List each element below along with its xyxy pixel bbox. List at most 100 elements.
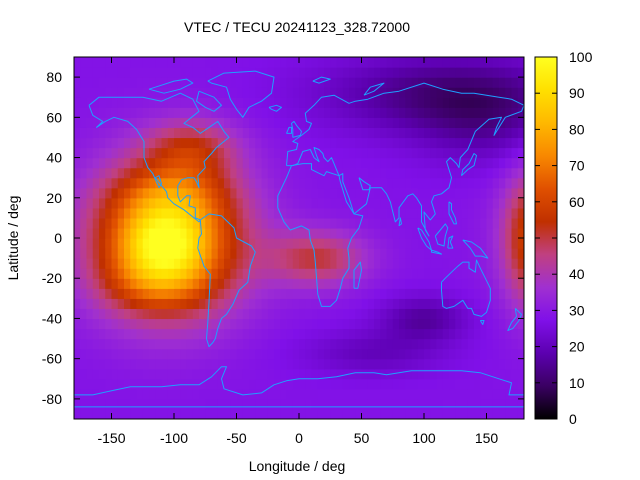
heatmap-cell: [430, 207, 438, 219]
heatmap-cell: [217, 308, 225, 320]
heatmap-cell: [242, 268, 250, 279]
heatmap-cell: [355, 127, 363, 139]
heatmap-cell: [467, 187, 475, 199]
heatmap-cell: [349, 288, 356, 299]
heatmap-cell: [230, 278, 238, 289]
heatmap-cell: [486, 278, 494, 289]
heatmap-cell: [449, 107, 456, 118]
heatmap-cell: [230, 348, 238, 360]
heatmap-cell: [80, 358, 88, 370]
coastline-sri-lanka: [398, 217, 402, 227]
heatmap-cell: [205, 238, 213, 249]
heatmap-cell: [330, 258, 338, 269]
heatmap-cell: [174, 248, 181, 259]
heatmap-cell: [361, 227, 369, 239]
heatmap-cell: [455, 338, 463, 350]
heatmap-cell: [499, 217, 506, 229]
heatmap-cell: [199, 398, 206, 410]
heatmap-cell: [399, 177, 406, 189]
heatmap-cell: [411, 177, 419, 189]
heatmap-cell: [324, 57, 331, 68]
heatmap-cell: [286, 187, 294, 199]
heatmap-cell: [499, 248, 506, 259]
heatmap-cell: [274, 238, 281, 249]
heatmap-cell: [505, 338, 513, 350]
heatmap-cell: [130, 87, 138, 98]
heatmap-cell: [505, 127, 513, 139]
heatmap-cell: [280, 378, 288, 390]
heatmap-cell: [224, 278, 231, 289]
heatmap-cell: [99, 227, 106, 239]
heatmap-cell: [436, 107, 444, 118]
heatmap-cell: [130, 127, 138, 139]
heatmap-cell: [274, 348, 281, 360]
heatmap-cell: [349, 187, 356, 199]
heatmap-cell: [311, 398, 319, 410]
heatmap-cell: [242, 67, 250, 78]
heatmap-cell: [117, 328, 125, 340]
heatmap-cell: [186, 187, 194, 199]
heatmap-cell: [436, 358, 444, 370]
heatmap-cell: [192, 388, 200, 400]
heatmap-cell: [499, 288, 506, 299]
heatmap-cell: [124, 177, 131, 189]
heatmap-cell: [355, 328, 363, 340]
heatmap-cell: [199, 238, 206, 249]
heatmap-cell: [361, 298, 369, 309]
heatmap-cell: [186, 227, 194, 239]
heatmap-cell: [399, 87, 406, 98]
heatmap-cell: [342, 137, 350, 149]
heatmap-cell: [186, 308, 194, 320]
heatmap-cell: [142, 288, 150, 299]
heatmap-cell: [417, 298, 425, 309]
heatmap-cell: [130, 388, 138, 400]
heatmap-cell: [74, 248, 81, 259]
heatmap-cell: [186, 258, 194, 269]
heatmap-cell: [355, 368, 363, 380]
heatmap-cell: [124, 187, 131, 199]
heatmap-cell: [205, 368, 213, 380]
heatmap-cell: [317, 157, 325, 169]
colorbar-tick-label: 60: [569, 194, 585, 210]
heatmap-cell: [80, 308, 88, 320]
heatmap-cell: [405, 157, 413, 169]
heatmap-cell: [417, 308, 425, 320]
heatmap-cell: [305, 227, 313, 239]
heatmap-cell: [180, 167, 188, 179]
heatmap-cell: [305, 378, 313, 390]
heatmap-cell: [155, 238, 163, 249]
heatmap-cell: [442, 388, 450, 400]
heatmap-cell: [386, 358, 394, 370]
heatmap-cell: [317, 207, 325, 219]
colorbar-tick-label: 80: [569, 121, 585, 137]
heatmap-cell: [361, 398, 369, 410]
heatmap-cell: [199, 368, 206, 380]
heatmap-cell: [511, 177, 519, 189]
heatmap-cell: [324, 278, 331, 289]
heatmap-cell: [217, 328, 225, 340]
heatmap-cell: [167, 187, 175, 199]
heatmap-cell: [505, 378, 513, 390]
colorbar-tick-label: 40: [569, 266, 585, 282]
heatmap-cell: [105, 248, 113, 259]
heatmap-cell: [511, 167, 519, 179]
heatmap-cell: [274, 57, 281, 68]
heatmap-cell: [399, 358, 406, 370]
heatmap-cell: [361, 87, 369, 98]
heatmap-cell: [292, 77, 300, 88]
heatmap-cell: [442, 378, 450, 390]
heatmap-cell: [405, 207, 413, 219]
heatmap-cell: [305, 127, 313, 139]
heatmap-cell: [361, 147, 369, 159]
heatmap-cell: [417, 127, 425, 139]
heatmap-cell: [517, 67, 524, 78]
heatmap-cell: [74, 107, 81, 118]
heatmap-cell: [80, 368, 88, 380]
heatmap-cell: [192, 197, 200, 209]
heatmap-cell: [467, 288, 475, 299]
heatmap-cell: [355, 147, 363, 159]
heatmap-cell: [499, 157, 506, 169]
heatmap-cell: [330, 97, 338, 108]
y-tick-label: -60: [42, 351, 62, 367]
heatmap-cell: [474, 197, 481, 209]
